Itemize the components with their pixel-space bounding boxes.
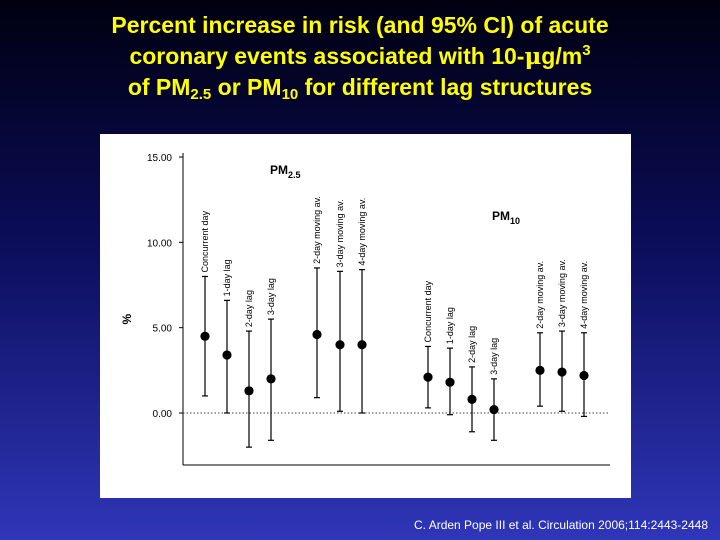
title-line-3: of PM2.5 or PM10 for different lag struc…: [0, 72, 720, 103]
title-line-2-text: coronary events associated with 10-: [129, 43, 525, 69]
title-line-1-text: Percent increase in risk (and 95% CI) of…: [111, 12, 609, 38]
y-tick-label: 0.00: [153, 409, 173, 420]
title-mu-symbol: μ: [524, 43, 542, 70]
lag-label: 3-day lag: [489, 338, 499, 375]
group-label: PM2.5: [270, 163, 301, 180]
lag-label: 1-day lag: [222, 259, 232, 296]
lag-label: 3-day moving av.: [335, 199, 345, 267]
title-pm25-subscript: 2.5: [190, 86, 212, 103]
lag-label: 4-day moving av.: [579, 261, 589, 329]
chart-svg: 15.00 10.00 5.00 0.00% PM2.5 Concurrent day 1-…: [120, 153, 610, 466]
point-estimate: [489, 404, 499, 415]
title-line-2: coronary events associated with 10-μg/m3: [0, 41, 720, 72]
group-label: PM10: [492, 209, 520, 226]
point-estimate: [423, 372, 433, 382]
y-tick-label: 15.00: [147, 153, 172, 164]
lag-label: 1-day lag: [445, 307, 455, 344]
point-estimate: [557, 367, 567, 377]
lag-label: 3-day lag: [266, 278, 276, 315]
title-lag-text: for different lag structures: [298, 74, 593, 100]
slide-title: Percent increase in risk (and 95% CI) of…: [0, 10, 720, 103]
point-estimate: [357, 340, 367, 350]
point-estimate: [579, 370, 589, 381]
lag-label: 2-day lag: [244, 290, 254, 327]
lag-label: 2-day moving av.: [312, 196, 322, 264]
chart-panel: 15.00 10.00 5.00 0.00% PM2.5 Concurrent day 1-…: [100, 134, 631, 498]
point-estimate: [535, 365, 545, 375]
point-estimate: [200, 331, 210, 341]
point-estimate: [266, 374, 276, 384]
title-or-pm-text: or PM: [211, 74, 282, 100]
title-unit-text: g/m: [541, 43, 583, 69]
title-unit-superscript: 3: [582, 42, 591, 59]
lag-label: 2-day moving av.: [535, 261, 545, 329]
point-estimate: [222, 350, 232, 360]
lag-label: Concurrent day: [200, 210, 210, 272]
lag-label: Concurrent day: [423, 280, 433, 342]
point-estimate: [244, 386, 254, 396]
lag-label: 4-day moving av.: [357, 198, 367, 266]
y-tick-label: 10.00: [147, 238, 172, 249]
citation: C. Arden Pope III et al. Circulation 200…: [414, 518, 708, 532]
point-estimate: [467, 394, 477, 404]
point-estimate: [312, 329, 322, 340]
title-line-1: Percent increase in risk (and 95% CI) of…: [0, 10, 720, 41]
point-estimate: [335, 340, 345, 350]
y-tick-label: 5.00: [153, 324, 173, 335]
point-estimate: [445, 377, 455, 387]
lag-label: 2-day lag: [467, 326, 477, 363]
lag-label: 3-day moving av.: [557, 259, 567, 327]
title-pm-text: of PM: [127, 74, 191, 100]
y-axis-label: %: [120, 313, 134, 324]
title-pm10-subscript: 10: [281, 86, 299, 103]
